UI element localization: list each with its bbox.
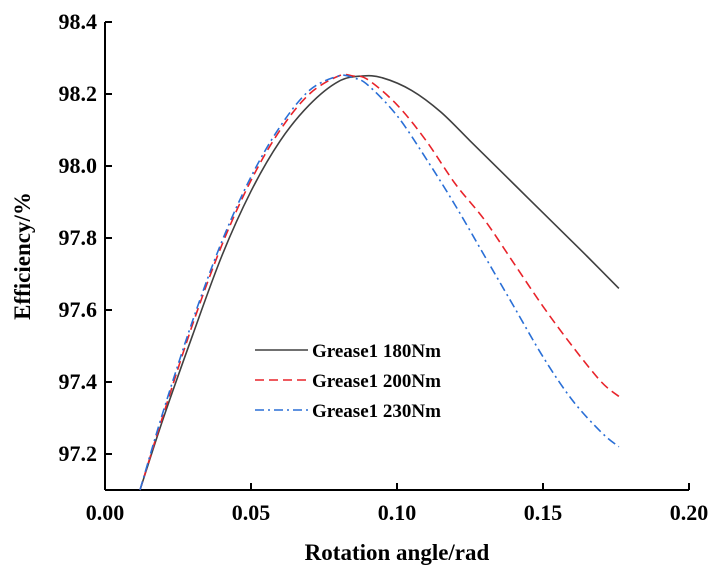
y-tick-label: 97.4	[59, 369, 98, 394]
y-tick-label: 97.8	[59, 225, 98, 250]
y-tick-label: 97.6	[59, 297, 98, 322]
x-tick-label: 0.20	[670, 500, 709, 525]
legend-label-200nm: Grease1 200Nm	[312, 371, 441, 392]
x-tick-label: 0.05	[232, 500, 271, 525]
series-line-2	[139, 74, 620, 491]
legend-label-230nm: Grease1 230Nm	[312, 401, 441, 422]
series-line-1	[139, 73, 620, 491]
series-layer	[139, 73, 620, 491]
x-tick-label: 0.15	[524, 500, 563, 525]
legend: Grease1 180Nm Grease1 200Nm Grease1 230N…	[255, 341, 441, 422]
y-axis-ticks: 97.2 97.4 97.6 97.8 98.0 98.2 98.4	[59, 9, 112, 466]
y-tick-label: 97.2	[59, 441, 98, 466]
x-tick-label: 0.10	[378, 500, 417, 525]
y-tick-label: 98.0	[59, 153, 98, 178]
y-tick-label: 98.2	[59, 81, 98, 106]
legend-label-180nm: Grease1 180Nm	[312, 341, 441, 362]
x-axis-ticks: 0.00 0.05 0.10 0.15 0.20	[86, 483, 709, 525]
y-axis-title: Efficiency/%	[10, 192, 35, 320]
series-line-0	[139, 74, 620, 491]
x-tick-label: 0.00	[86, 500, 125, 525]
x-axis-title: Rotation angle/rad	[305, 540, 490, 565]
y-tick-label: 98.4	[59, 9, 98, 34]
